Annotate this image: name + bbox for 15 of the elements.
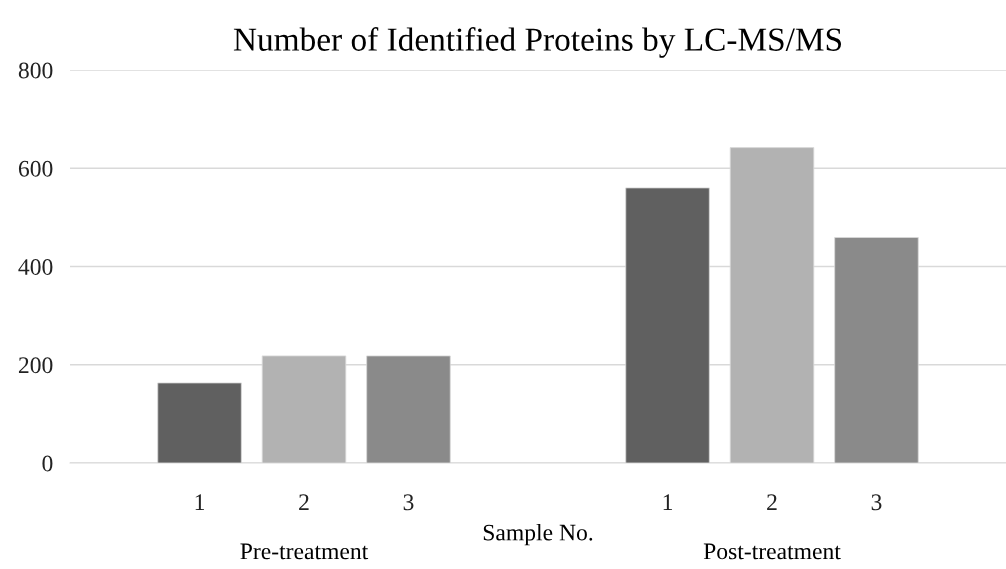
text: Post-treatment bbox=[703, 543, 841, 560]
y-tick-label: 0 bbox=[42, 455, 53, 472]
x-tick-label: 3 bbox=[403, 494, 414, 511]
x-tick-label: 2 bbox=[299, 494, 309, 510]
y-tick-label: 600 bbox=[18, 160, 53, 177]
x-tick-label: 1 bbox=[195, 494, 205, 510]
x-tick-label: 3 bbox=[871, 494, 882, 511]
y-tick-label: 200 bbox=[18, 357, 53, 374]
x-tick-label: 2 bbox=[767, 494, 777, 510]
text: Pre-treatment bbox=[240, 543, 369, 560]
y-tick-label: 400 bbox=[18, 258, 53, 275]
x-axis-title: Sample No. bbox=[483, 523, 593, 546]
chart-title: Number of Identified Proteins by LC-MS/MS bbox=[233, 27, 842, 58]
x-tick-label: 1 bbox=[663, 494, 673, 510]
y-tick-label: 800 bbox=[18, 62, 53, 79]
